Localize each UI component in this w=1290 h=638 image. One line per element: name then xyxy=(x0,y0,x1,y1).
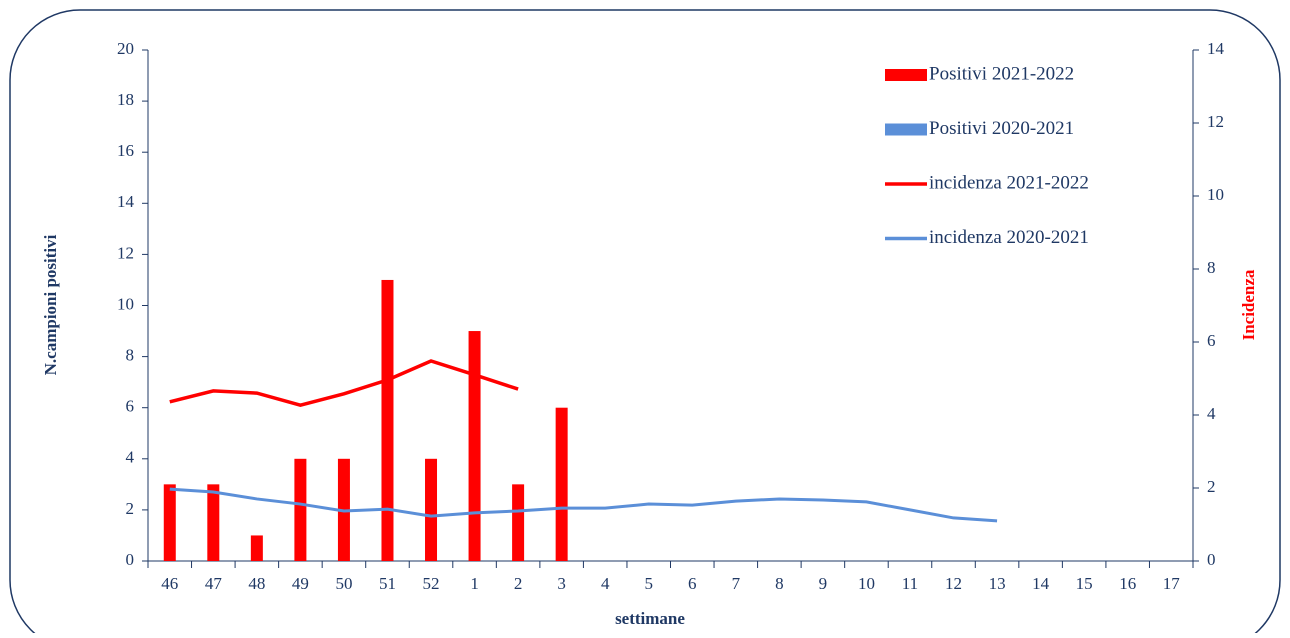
y2-tick-label: 8 xyxy=(1207,258,1216,277)
x-tick-label: 50 xyxy=(335,574,352,593)
x-tick-label: 52 xyxy=(423,574,440,593)
y-axis-label: N.campioni positivi xyxy=(41,234,60,375)
y-tick-label: 4 xyxy=(126,448,135,467)
x-tick-label: 12 xyxy=(945,574,962,593)
legend-swatch xyxy=(885,123,927,136)
frame xyxy=(9,9,1281,638)
x-tick-label: 46 xyxy=(161,574,178,593)
x-tick-label: 10 xyxy=(858,574,875,593)
bar xyxy=(294,458,307,561)
bar xyxy=(468,331,481,561)
y-tick-label: 14 xyxy=(117,192,135,211)
x-tick-label: 9 xyxy=(819,574,828,593)
bar xyxy=(250,535,263,561)
y-tick-label: 12 xyxy=(117,243,134,262)
y-tick-label: 0 xyxy=(126,550,135,569)
y2-tick-label: 14 xyxy=(1207,39,1225,58)
x-tick-label: 49 xyxy=(292,574,309,593)
y-tick-label: 8 xyxy=(126,346,135,365)
y-tick-label: 20 xyxy=(117,39,134,58)
y2-tick-label: 0 xyxy=(1207,550,1216,569)
legend-label: Positivi 2020-2021 xyxy=(929,118,1074,139)
x-tick-label: 16 xyxy=(1119,574,1136,593)
x-tick-label: 15 xyxy=(1076,574,1093,593)
x-tick-label: 1 xyxy=(470,574,479,593)
y-tick-label: 2 xyxy=(126,499,135,518)
x-tick-label: 48 xyxy=(248,574,265,593)
bar xyxy=(163,484,176,561)
y2-tick-label: 12 xyxy=(1207,112,1224,131)
legend-swatch xyxy=(885,69,927,81)
x-tick-label: 4 xyxy=(601,574,610,593)
y-tick-label: 18 xyxy=(117,90,134,109)
y2-tick-label: 4 xyxy=(1207,404,1216,423)
x-tick-label: 2 xyxy=(514,574,523,593)
x-tick-label: 14 xyxy=(1032,574,1050,593)
x-tick-label: 5 xyxy=(644,574,653,593)
bar xyxy=(512,484,525,561)
legend-label: incidenza 2020-2021 xyxy=(929,227,1089,248)
bar xyxy=(381,279,394,561)
x-tick-label: 17 xyxy=(1163,574,1181,593)
x-tick-label: 8 xyxy=(775,574,784,593)
line xyxy=(169,487,998,523)
y-tick-label: 6 xyxy=(126,397,135,416)
y-tick-label: 10 xyxy=(117,294,134,313)
legend-label: incidenza 2021-2022 xyxy=(929,172,1089,193)
line xyxy=(169,359,519,407)
x-tick-label: 13 xyxy=(989,574,1006,593)
bar xyxy=(425,458,438,561)
x-tick-label: 47 xyxy=(205,574,223,593)
x-tick-label: 11 xyxy=(902,574,918,593)
y2-tick-label: 10 xyxy=(1207,185,1224,204)
bar xyxy=(207,484,220,561)
x-tick-label: 7 xyxy=(732,574,741,593)
y2-axis-label: Incidenza xyxy=(1239,269,1258,340)
legend-label: Positivi 2021-2022 xyxy=(929,63,1074,84)
y2-tick-label: 2 xyxy=(1207,477,1216,496)
x-tick-label: 6 xyxy=(688,574,697,593)
y-tick-label: 16 xyxy=(117,141,134,160)
x-tick-label: 51 xyxy=(379,574,396,593)
x-axis-label: settimane xyxy=(615,609,685,628)
bar xyxy=(555,407,568,561)
y2-tick-label: 6 xyxy=(1207,331,1216,350)
x-tick-label: 3 xyxy=(557,574,566,593)
